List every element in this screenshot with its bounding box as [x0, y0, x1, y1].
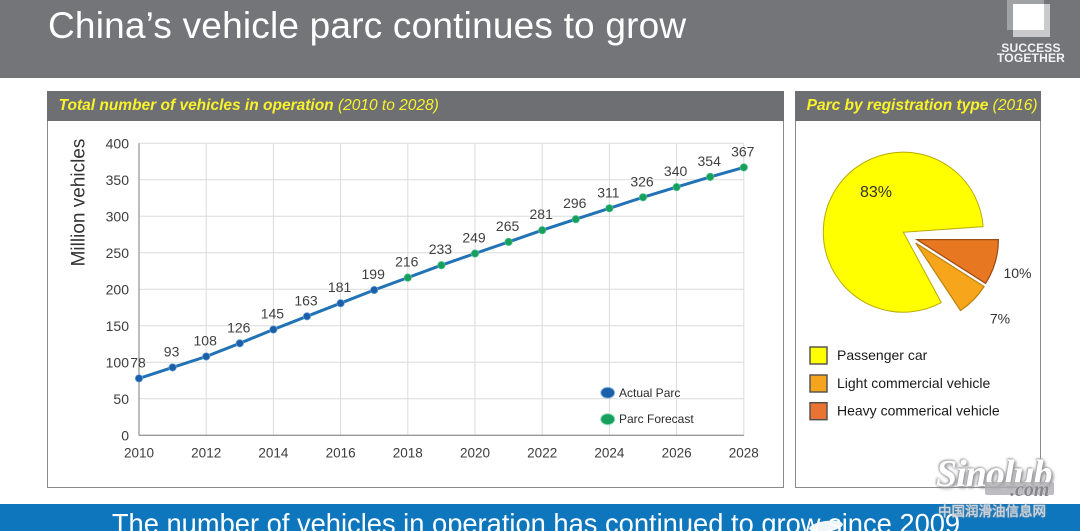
svg-text:10%: 10% [1003, 265, 1031, 281]
svg-text:199: 199 [362, 266, 386, 282]
svg-text:2022: 2022 [527, 446, 557, 461]
svg-text:326: 326 [630, 173, 654, 189]
svg-text:108: 108 [194, 333, 218, 349]
svg-text:150: 150 [106, 318, 130, 334]
svg-text:233: 233 [429, 241, 453, 257]
svg-text:93: 93 [164, 343, 180, 359]
svg-text:Passenger car: Passenger car [837, 347, 928, 363]
svg-text:83%: 83% [860, 184, 892, 201]
svg-text:350: 350 [106, 172, 130, 188]
svg-text:300: 300 [106, 208, 130, 224]
svg-text:Actual Parc: Actual Parc [619, 386, 680, 400]
svg-text:163: 163 [294, 292, 318, 308]
svg-text:281: 281 [530, 206, 554, 222]
svg-text:2010: 2010 [124, 446, 154, 461]
svg-text:354: 354 [698, 153, 722, 169]
svg-text:50: 50 [113, 391, 129, 407]
svg-text:100: 100 [106, 354, 130, 370]
svg-text:Parc Forecast: Parc Forecast [619, 412, 694, 426]
svg-text:2024: 2024 [594, 446, 625, 461]
svg-text:2012: 2012 [191, 446, 221, 461]
svg-text:2020: 2020 [460, 446, 490, 461]
svg-text:265: 265 [496, 218, 520, 234]
svg-text:126: 126 [227, 319, 251, 335]
svg-text:Heavy commerical vehicle: Heavy commerical vehicle [837, 403, 1000, 419]
svg-text:250: 250 [106, 245, 130, 261]
svg-text:367: 367 [731, 143, 755, 159]
svg-text:2018: 2018 [393, 446, 423, 461]
svg-text:Million vehicles: Million vehicles [69, 139, 90, 267]
svg-text:249: 249 [462, 230, 486, 246]
svg-text:7%: 7% [990, 311, 1010, 327]
svg-text:Light commercial vehicle: Light commercial vehicle [837, 375, 990, 391]
svg-text:78: 78 [130, 354, 146, 370]
svg-text:296: 296 [563, 195, 587, 211]
svg-text:145: 145 [261, 306, 285, 322]
svg-text:2014: 2014 [258, 446, 289, 461]
svg-text:2016: 2016 [326, 446, 356, 461]
svg-text:340: 340 [664, 163, 688, 179]
svg-text:181: 181 [328, 279, 352, 295]
svg-text:200: 200 [106, 281, 130, 297]
svg-text:2028: 2028 [729, 446, 759, 461]
svg-text:400: 400 [106, 135, 130, 151]
svg-text:216: 216 [395, 254, 419, 270]
svg-text:0: 0 [121, 427, 129, 443]
svg-text:311: 311 [597, 184, 620, 200]
svg-text:2026: 2026 [662, 446, 692, 461]
